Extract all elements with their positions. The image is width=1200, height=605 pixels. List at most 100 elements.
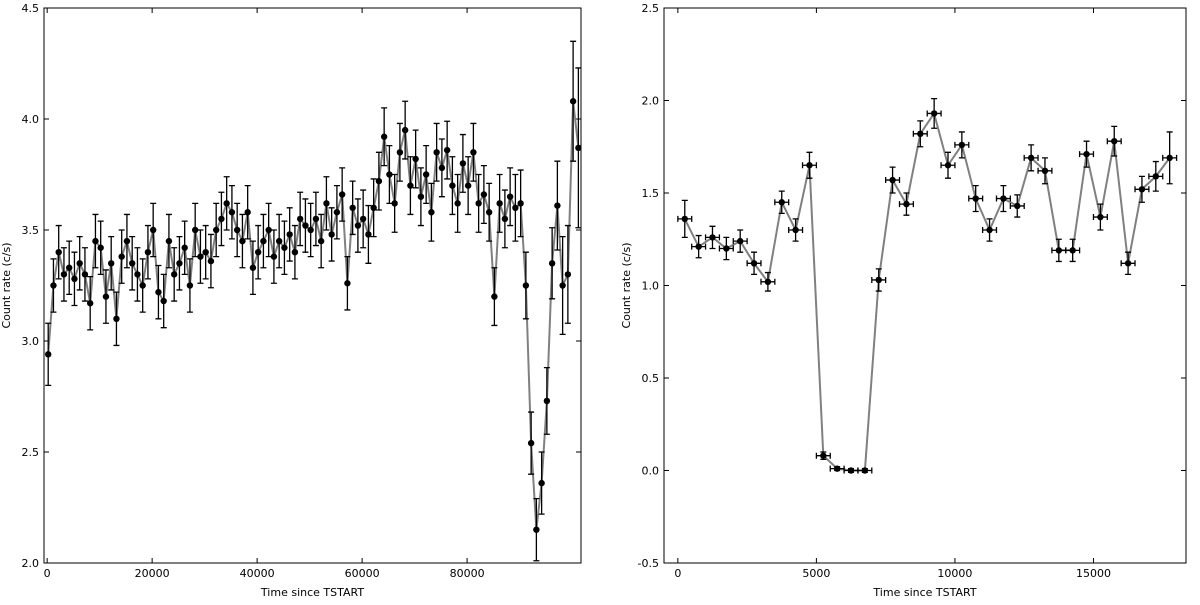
data-point: [695, 243, 702, 250]
data-point: [50, 282, 57, 289]
data-point: [501, 215, 509, 223]
data-point: [517, 200, 524, 207]
data-point: [958, 141, 966, 149]
data-point: [930, 110, 938, 117]
data-point: [464, 182, 472, 189]
x-axis-label: Time since TSTART: [872, 586, 976, 599]
x-tick-label: 10000: [937, 567, 972, 580]
data-point: [764, 278, 772, 285]
data-point: [349, 204, 356, 211]
data-point: [191, 226, 199, 234]
data-point: [1027, 154, 1035, 162]
data-point: [233, 226, 241, 234]
data-point: [903, 200, 910, 208]
data-point: [118, 253, 125, 260]
data-point: [449, 182, 456, 189]
data-point: [428, 209, 435, 216]
data-point: [750, 260, 758, 267]
data-point: [944, 162, 952, 169]
data-point: [422, 171, 430, 178]
data-point: [433, 149, 440, 156]
data-point: [778, 199, 785, 206]
data-point: [564, 271, 572, 278]
x-tick-label: 20000: [135, 567, 170, 580]
data-point: [113, 315, 120, 322]
data-point: [302, 222, 309, 229]
data-point: [496, 200, 503, 207]
data-point: [170, 271, 178, 278]
data-point: [81, 271, 89, 278]
data-point: [212, 226, 220, 234]
plot-frame: [663, 7, 1187, 564]
data-point: [986, 226, 993, 234]
data-point: [475, 200, 482, 207]
data-point: [155, 288, 162, 296]
data-point: [538, 479, 545, 487]
data-point: [417, 193, 425, 200]
data-point: [723, 245, 730, 252]
data-point: [820, 452, 827, 459]
data-point: [65, 264, 73, 271]
data-point: [291, 249, 299, 256]
data-point: [575, 144, 582, 152]
y-tick-label: 2.0: [22, 557, 40, 570]
data-point: [407, 182, 414, 189]
data-point: [76, 260, 83, 267]
data-point: [889, 176, 896, 184]
data-point: [128, 260, 136, 267]
data-point: [506, 193, 514, 200]
y-tick-label: 1.0: [642, 280, 660, 293]
y-tick-label: 4.0: [22, 113, 40, 126]
y-tick-label: 1.5: [642, 187, 660, 200]
data-point: [491, 293, 498, 300]
data-point: [365, 231, 372, 238]
data-point: [149, 226, 157, 234]
data-point: [1083, 150, 1090, 158]
data-point: [833, 465, 841, 472]
data-point: [296, 215, 304, 223]
data-point: [102, 293, 110, 300]
data-point: [239, 237, 246, 245]
data-point: [123, 237, 131, 245]
data-point: [806, 162, 813, 169]
data-point: [681, 215, 688, 223]
data-line: [683, 111, 1171, 472]
data-point: [270, 253, 278, 260]
data-point: [1014, 202, 1021, 210]
x-tick-label: 15000: [1076, 567, 1111, 580]
data-point: [323, 200, 330, 207]
data-point: [1000, 195, 1007, 202]
data-point: [792, 226, 799, 234]
data-point: [44, 351, 52, 358]
data-point: [275, 237, 283, 245]
data-point: [1097, 213, 1104, 221]
x-tick-label: 0: [44, 567, 51, 580]
data-point: [359, 215, 367, 223]
data-point: [480, 191, 488, 198]
data-point: [972, 195, 979, 202]
data-point: [218, 215, 225, 223]
data-point: [1124, 260, 1132, 267]
data-point: [1152, 173, 1159, 180]
data-point: [176, 260, 183, 267]
data-point: [134, 271, 141, 278]
data-point: [375, 177, 383, 185]
data-point: [559, 282, 566, 289]
data-point: [165, 237, 173, 245]
data-point: [548, 260, 556, 267]
data-point: [861, 467, 869, 474]
y-tick-label: 2.0: [642, 95, 660, 108]
data-point: [438, 164, 446, 172]
data-point: [386, 171, 393, 178]
data-point: [281, 244, 288, 251]
data-point: [709, 234, 716, 241]
data-point: [522, 282, 530, 289]
data-point: [55, 249, 62, 256]
data-point: [1041, 167, 1049, 174]
data-point: [1138, 186, 1146, 193]
data-point: [1055, 247, 1063, 254]
y-tick-label: -0.5: [638, 557, 659, 570]
data-point: [139, 282, 146, 289]
x-tick-label: 40000: [240, 567, 275, 580]
